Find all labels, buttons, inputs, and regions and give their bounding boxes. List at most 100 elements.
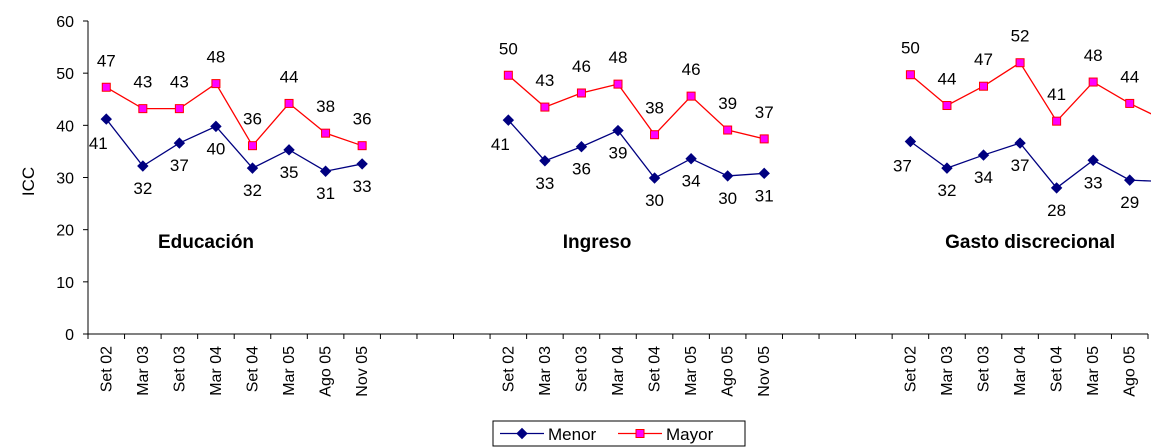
data-label: 28 <box>1047 201 1066 220</box>
data-point <box>686 91 696 101</box>
data-label: 50 <box>499 39 518 58</box>
data-label: 34 <box>682 172 701 191</box>
series-mayor: 50 43 46 48 38 46 39 37 <box>499 39 774 144</box>
data-point <box>941 162 953 174</box>
data-label: 32 <box>243 181 262 200</box>
x-tick-label: Set 03 <box>171 346 188 392</box>
x-tick-label: Mar 05 <box>281 346 298 396</box>
data-point <box>502 114 515 126</box>
x-tick-label: Set 02 <box>500 346 517 392</box>
data-point <box>1088 77 1098 87</box>
data-point <box>723 125 733 135</box>
data-label: 31 <box>316 184 335 203</box>
data-point <box>211 79 221 89</box>
data-label: 44 <box>938 70 957 89</box>
data-label: 40 <box>206 139 225 158</box>
data-point <box>759 134 769 144</box>
data-point <box>356 158 368 170</box>
data-label: 43 <box>535 71 554 90</box>
data-point <box>539 155 551 167</box>
data-point <box>319 165 332 177</box>
data-label: 33 <box>535 174 554 193</box>
legend: Menor Mayor <box>492 420 746 447</box>
data-label: 32 <box>133 179 152 198</box>
data-label: 47 <box>97 51 116 70</box>
series-menor: 41 32 37 40 32 35 31 33 <box>89 113 372 203</box>
data-point <box>575 141 588 153</box>
data-point <box>721 170 734 182</box>
series-line <box>909 61 1151 123</box>
series-menor: 3732343728332929 <box>893 135 1151 220</box>
data-label: 46 <box>682 60 701 79</box>
data-label: 31 <box>755 186 774 205</box>
legend-label: Mayor <box>666 425 714 444</box>
data-point <box>503 70 513 80</box>
data-label: 35 <box>280 163 299 182</box>
legend-label: Menor <box>548 425 597 444</box>
series-line <box>910 140 1151 189</box>
x-tick-label: Nov 05 <box>756 346 773 397</box>
data-point <box>612 124 624 137</box>
data-point <box>905 70 915 80</box>
data-point <box>246 162 259 174</box>
data-label: 36 <box>243 110 262 129</box>
panel-title: Ingreso <box>563 232 632 253</box>
data-label: 30 <box>718 189 737 208</box>
data-point <box>174 104 184 114</box>
data-label: 36 <box>572 160 591 179</box>
data-label: 47 <box>974 50 993 69</box>
x-tick-label: Mar 03 <box>537 346 554 396</box>
data-label: 48 <box>206 48 225 67</box>
series-mayor: 5044475241484441 <box>901 27 1151 126</box>
y-tick-label: 0 <box>65 327 74 344</box>
series-line <box>507 119 765 179</box>
data-point <box>613 79 623 89</box>
data-label: 41 <box>89 134 108 153</box>
panel-title: Gasto discrecional <box>945 232 1115 253</box>
x-tick-label: Nov 05 <box>354 346 371 397</box>
data-point <box>1050 182 1063 194</box>
y-tick-label: 40 <box>56 118 74 135</box>
y-tick-label: 10 <box>56 275 74 292</box>
x-tick-label: Set 04 <box>647 346 664 392</box>
data-point <box>1015 58 1025 68</box>
data-label: 34 <box>974 168 993 187</box>
x-tick-label: Ago 05 <box>720 346 737 397</box>
legend-marker <box>635 429 645 438</box>
data-point <box>137 160 149 172</box>
data-label: 37 <box>1011 156 1030 175</box>
data-label: 33 <box>353 177 372 196</box>
panel-1: Set 02 Mar 03 Set 03 Mar 04 Set 04 Mar 05 Ago … <box>89 48 372 397</box>
x-tick-label: Mar 04 <box>610 346 627 396</box>
x-tick-label: Set 04 <box>244 346 261 392</box>
data-label: 48 <box>1084 46 1103 65</box>
data-label: 50 <box>901 39 920 58</box>
series-line <box>507 74 765 140</box>
data-label: 37 <box>755 103 774 122</box>
data-point <box>1125 98 1135 108</box>
x-tick-label: Mar 04 <box>208 346 225 396</box>
data-point <box>1014 137 1026 149</box>
data-label: 52 <box>1011 27 1030 46</box>
data-point <box>321 128 331 138</box>
data-label: 44 <box>1120 67 1139 86</box>
data-point <box>942 101 952 111</box>
legend-item-menor: Menor <box>500 425 597 444</box>
data-point <box>283 144 295 156</box>
data-point <box>685 153 697 165</box>
panel-3: Set 02 Mar 03 Set 03 Mar 04 Set 04 Mar 05 Ago … <box>893 27 1151 397</box>
axes: 0 10 20 30 40 50 60 ICC <box>19 14 1149 344</box>
data-point <box>1052 116 1062 126</box>
data-point <box>357 141 367 151</box>
data-point <box>1124 174 1136 186</box>
data-label: 29 <box>1120 193 1139 212</box>
data-point <box>650 130 660 140</box>
data-point <box>648 172 661 184</box>
data-point <box>101 82 111 92</box>
x-tick-label: Set 03 <box>976 346 993 392</box>
y-axis-label: ICC <box>19 167 38 196</box>
data-point <box>904 135 917 148</box>
data-point <box>173 137 186 149</box>
data-label: 30 <box>645 191 664 210</box>
